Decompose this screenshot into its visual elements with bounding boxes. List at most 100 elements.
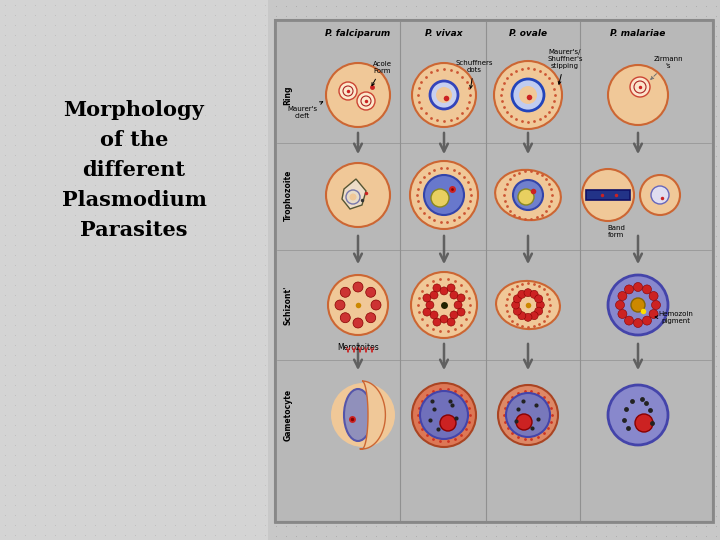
Circle shape: [361, 96, 371, 106]
Text: Hemozoin
pigment: Hemozoin pigment: [655, 311, 693, 324]
Circle shape: [343, 86, 353, 96]
Text: P. vivax: P. vivax: [426, 29, 463, 37]
Circle shape: [524, 313, 532, 321]
Text: Maurer's
cleft: Maurer's cleft: [287, 102, 323, 119]
Circle shape: [651, 186, 669, 204]
Circle shape: [530, 291, 538, 298]
Circle shape: [450, 311, 458, 319]
Circle shape: [642, 285, 652, 294]
Circle shape: [512, 79, 544, 111]
Text: Morphology: Morphology: [63, 100, 204, 120]
Text: Plasmodium: Plasmodium: [62, 190, 207, 210]
Circle shape: [423, 294, 431, 302]
Circle shape: [649, 309, 658, 319]
Circle shape: [423, 308, 431, 316]
Circle shape: [440, 315, 448, 323]
Text: P. ovale: P. ovale: [509, 29, 547, 37]
Circle shape: [326, 63, 390, 127]
Circle shape: [412, 63, 476, 127]
Circle shape: [618, 292, 627, 300]
Circle shape: [366, 313, 376, 323]
Circle shape: [640, 175, 680, 215]
Circle shape: [630, 77, 650, 97]
Circle shape: [410, 161, 478, 229]
Circle shape: [440, 287, 448, 295]
Circle shape: [341, 287, 350, 298]
Circle shape: [642, 316, 652, 325]
Circle shape: [536, 301, 544, 309]
Circle shape: [624, 316, 634, 325]
Circle shape: [433, 318, 441, 326]
Circle shape: [457, 308, 465, 316]
Circle shape: [346, 190, 360, 204]
Circle shape: [635, 414, 653, 432]
Circle shape: [412, 383, 476, 447]
Circle shape: [457, 294, 465, 302]
Circle shape: [366, 287, 376, 298]
Circle shape: [634, 282, 642, 292]
Circle shape: [411, 272, 477, 338]
Text: Acole
Form: Acole Form: [372, 61, 392, 86]
Text: Maurer's/
Shuffner's
stipping: Maurer's/ Shuffner's stipping: [547, 49, 582, 84]
Circle shape: [450, 291, 458, 299]
Circle shape: [339, 82, 357, 100]
Ellipse shape: [344, 389, 372, 441]
Circle shape: [447, 318, 455, 326]
Circle shape: [535, 295, 543, 303]
Text: Trophozoite: Trophozoite: [284, 170, 292, 221]
Bar: [0, 0, 268, 540]
Circle shape: [326, 163, 390, 227]
Polygon shape: [342, 179, 366, 209]
Circle shape: [608, 385, 668, 445]
Circle shape: [371, 300, 381, 310]
Circle shape: [518, 312, 526, 320]
Circle shape: [454, 301, 462, 309]
Bar: [275, 20, 713, 522]
Circle shape: [631, 298, 645, 312]
Circle shape: [649, 292, 658, 300]
Circle shape: [426, 301, 434, 309]
Circle shape: [518, 189, 534, 205]
Circle shape: [652, 300, 660, 309]
Circle shape: [513, 307, 521, 315]
Circle shape: [624, 285, 634, 294]
Circle shape: [433, 284, 441, 292]
Text: Parasites: Parasites: [80, 220, 188, 240]
Circle shape: [447, 284, 455, 292]
Circle shape: [357, 92, 375, 110]
Text: Ring: Ring: [284, 85, 292, 105]
Circle shape: [582, 169, 634, 221]
Circle shape: [440, 415, 456, 431]
Circle shape: [618, 309, 627, 319]
Ellipse shape: [495, 170, 561, 220]
Text: Schizont': Schizont': [284, 285, 292, 325]
Circle shape: [331, 383, 395, 447]
Circle shape: [430, 291, 438, 299]
Circle shape: [513, 295, 521, 303]
Circle shape: [335, 300, 345, 310]
Circle shape: [353, 282, 363, 292]
Circle shape: [353, 318, 363, 328]
Bar: [275, 20, 713, 522]
Circle shape: [430, 311, 438, 319]
Circle shape: [513, 180, 543, 210]
Polygon shape: [360, 381, 385, 449]
Circle shape: [420, 391, 468, 439]
Bar: [586, 190, 630, 200]
Circle shape: [498, 385, 558, 445]
Text: P. falciparum: P. falciparum: [325, 29, 391, 37]
Circle shape: [430, 81, 458, 109]
Circle shape: [530, 312, 538, 320]
Text: of the: of the: [100, 130, 168, 150]
Circle shape: [431, 189, 449, 207]
Circle shape: [349, 193, 356, 200]
Circle shape: [516, 414, 532, 430]
Circle shape: [506, 393, 550, 437]
Text: different: different: [83, 160, 186, 180]
Text: Schuffners
dots: Schuffners dots: [455, 60, 492, 88]
Text: Merozoites: Merozoites: [337, 343, 379, 352]
Text: Zirmann
's: Zirmann 's: [651, 56, 683, 79]
Circle shape: [494, 61, 562, 129]
Circle shape: [616, 300, 624, 309]
Circle shape: [608, 65, 668, 125]
